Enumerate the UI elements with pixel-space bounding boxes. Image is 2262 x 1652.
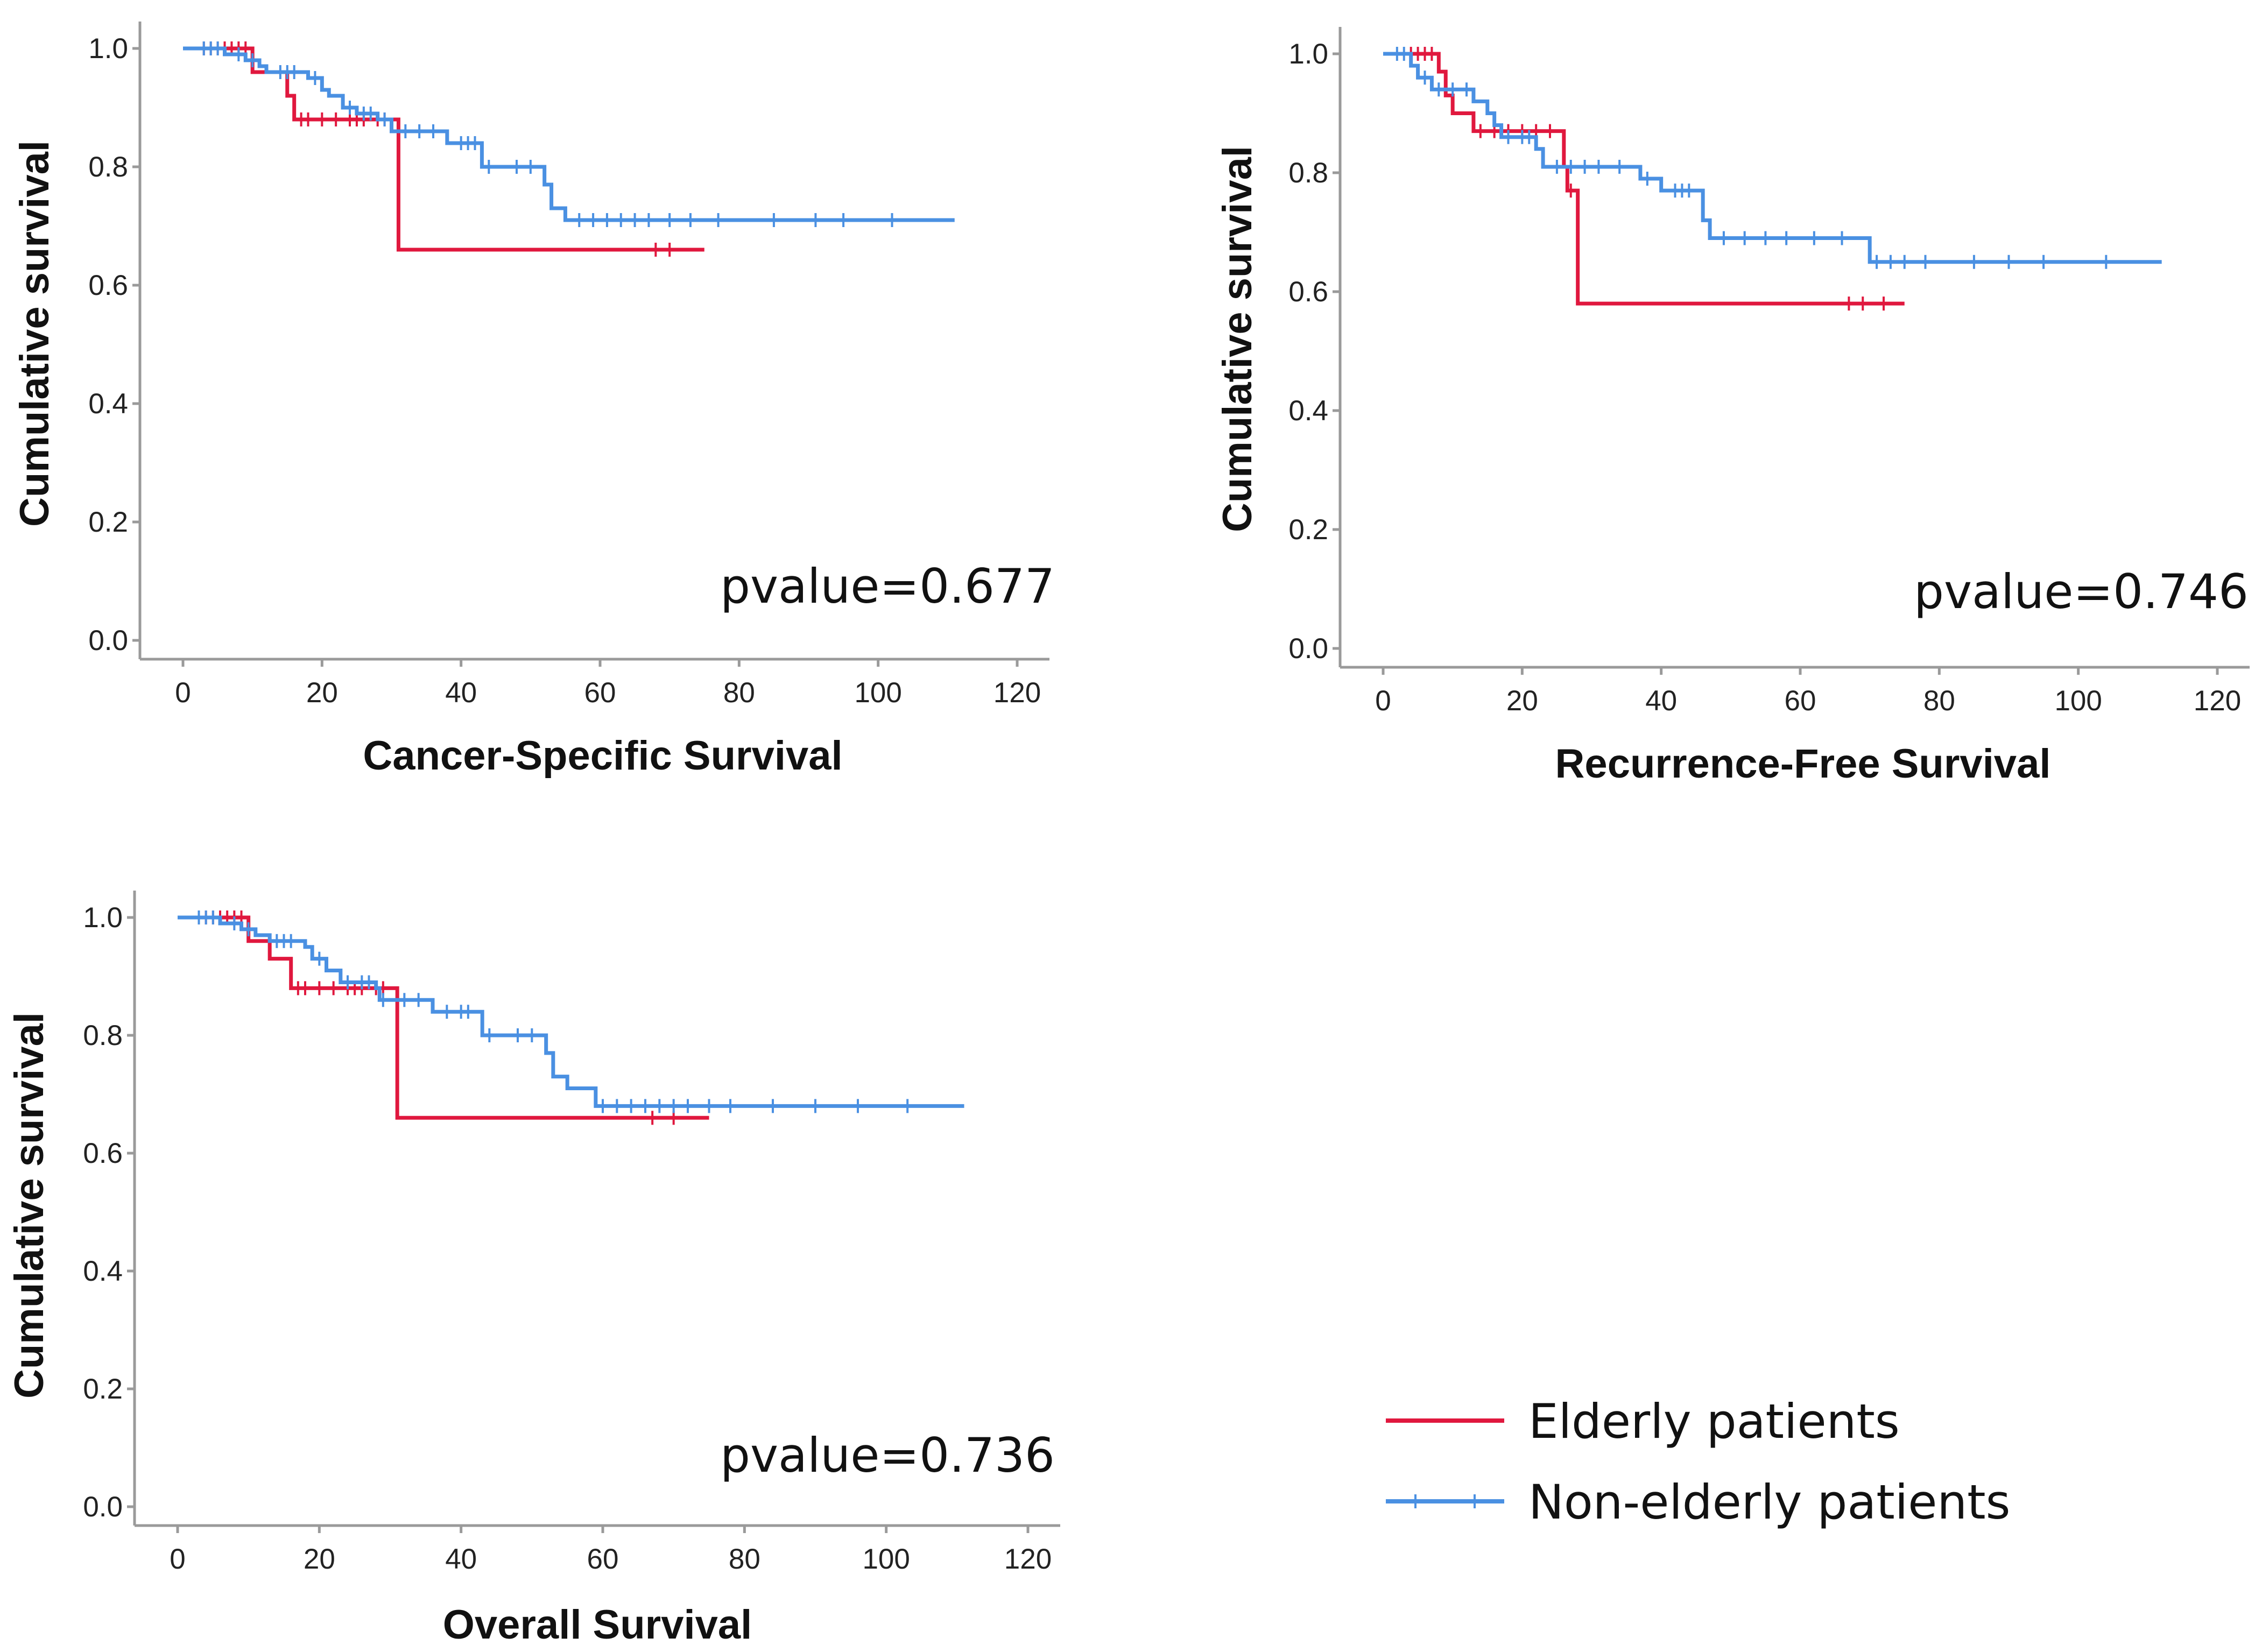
y-tick-label: 0.8: [1288, 157, 1328, 189]
x-tick-label: 60: [587, 1543, 619, 1575]
y-tick-label: 0.8: [88, 151, 128, 183]
y-tick-label: 0.2: [88, 506, 128, 538]
pvalue-annotation: pvalue=0.677: [720, 559, 1055, 614]
x-tick-label: 120: [2194, 685, 2241, 717]
x-axis-title: Overall Survival: [443, 1602, 752, 1648]
y-axis-title: Cumulative survival: [1215, 146, 1260, 532]
x-axis-title: Cancer-Specific Survival: [363, 733, 842, 779]
x-tick-label: 120: [993, 677, 1041, 709]
x-tick-label: 0: [175, 677, 191, 709]
x-tick-label: 60: [584, 677, 616, 709]
y-tick-label: 0.6: [88, 270, 128, 301]
x-tick-label: 40: [1645, 685, 1677, 717]
pvalue-annotation: pvalue=0.746: [1914, 564, 2249, 619]
legend-label-elderly: Elderly patients: [1528, 1394, 1900, 1449]
x-tick-label: 120: [1004, 1543, 1052, 1575]
y-tick-label: 0.4: [88, 388, 128, 420]
x-tick-label: 80: [1923, 685, 1955, 717]
y-tick-label: 0.4: [83, 1255, 123, 1287]
pvalue-annotation: pvalue=0.736: [720, 1428, 1055, 1483]
y-tick-label: 0.6: [1288, 276, 1328, 308]
legend-censor-marks: [1414, 1494, 1476, 1508]
chart-cancer-specific-survival: Cumulative survival Cancer-Specific Surv…: [12, 22, 1055, 779]
y-tick-label: 0.8: [83, 1020, 123, 1051]
x-tick-label: 100: [854, 677, 901, 709]
x-tick-label: 100: [862, 1543, 910, 1575]
y-axis-title: Cumulative survival: [6, 1012, 52, 1399]
x-tick-label: 80: [729, 1543, 760, 1575]
x-tick-label: 100: [2054, 685, 2102, 717]
legend: Elderly patients Non-elderly patients: [1386, 1394, 2010, 1530]
km-curve-nonelderly: [183, 46, 955, 222]
x-tick-label: 60: [1785, 685, 1816, 717]
y-tick-label: 0.2: [1288, 514, 1328, 546]
x-tick-label: 20: [1506, 685, 1538, 717]
x-axis-title: Recurrence-Free Survival: [1555, 741, 2051, 787]
x-tick-label: 0: [1375, 685, 1391, 717]
chart-overall-survival: Cumulative survival Overall Survival pva…: [6, 891, 1060, 1648]
y-tick-label: 0.2: [83, 1373, 123, 1405]
x-tick-label: 40: [445, 1543, 477, 1575]
km-curve-elderly: [178, 915, 709, 1120]
x-tick-label: 0: [170, 1543, 185, 1575]
km-curve-nonelderly: [178, 915, 964, 1108]
km-curve-nonelderly: [1383, 52, 2162, 264]
y-tick-label: 0.4: [1288, 395, 1328, 427]
y-tick-label: 1.0: [83, 902, 123, 934]
y-tick-label: 0.0: [88, 625, 128, 656]
y-tick-label: 0.6: [83, 1138, 123, 1169]
x-tick-label: 80: [723, 677, 755, 709]
y-tick-label: 0.0: [1288, 633, 1328, 665]
x-tick-label: 20: [306, 677, 338, 709]
x-tick-label: 20: [304, 1543, 335, 1575]
y-tick-label: 0.0: [83, 1491, 123, 1523]
y-axis-title: Cumulative survival: [12, 140, 58, 527]
chart-recurrence-free-survival: Cumulative survival Recurrence-Free Surv…: [1215, 27, 2250, 787]
x-tick-label: 40: [445, 677, 477, 709]
legend-label-nonelderly: Non-elderly patients: [1528, 1474, 2010, 1530]
y-tick-label: 1.0: [1288, 38, 1328, 70]
km-curve-elderly: [1383, 52, 1905, 306]
y-tick-label: 1.0: [88, 33, 128, 65]
